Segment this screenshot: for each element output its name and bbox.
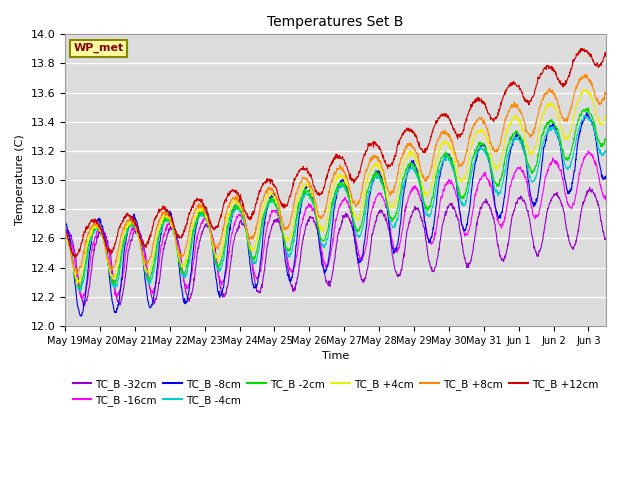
- TC_B -16cm: [61, 226, 69, 231]
- TC_B +4cm: [602, 112, 610, 118]
- TC_B -32cm: [312, 221, 320, 227]
- TC_B -4cm: [104, 252, 111, 258]
- TC_B -32cm: [104, 239, 111, 245]
- TC_B +8cm: [369, 156, 377, 162]
- TC_B -4cm: [602, 147, 610, 153]
- TC_B +8cm: [73, 271, 81, 277]
- X-axis label: Time: Time: [322, 351, 349, 361]
- TC_B +4cm: [104, 257, 111, 263]
- TC_B -16cm: [125, 235, 133, 241]
- TC_B -4cm: [369, 178, 377, 183]
- TC_B -4cm: [291, 231, 299, 237]
- TC_B +4cm: [291, 210, 299, 216]
- TC_B -32cm: [586, 185, 593, 191]
- Line: TC_B -32cm: TC_B -32cm: [65, 188, 606, 306]
- TC_B -16cm: [369, 205, 377, 211]
- TC_B -4cm: [125, 225, 133, 230]
- TC_B -32cm: [125, 245, 133, 251]
- Line: TC_B -2cm: TC_B -2cm: [65, 108, 606, 288]
- Text: WP_met: WP_met: [73, 43, 124, 53]
- TC_B -8cm: [312, 211, 320, 217]
- TC_B -2cm: [585, 105, 593, 111]
- Title: Temperatures Set B: Temperatures Set B: [268, 15, 404, 29]
- TC_B +8cm: [61, 228, 69, 234]
- TC_B -8cm: [77, 313, 84, 319]
- TC_B -8cm: [602, 173, 610, 179]
- TC_B +4cm: [73, 281, 81, 287]
- TC_B +12cm: [302, 166, 310, 172]
- TC_B -8cm: [125, 220, 133, 226]
- TC_B -4cm: [582, 112, 589, 118]
- Line: TC_B +4cm: TC_B +4cm: [65, 89, 606, 284]
- TC_B -32cm: [61, 231, 69, 237]
- TC_B -4cm: [76, 288, 83, 294]
- TC_B -16cm: [291, 264, 299, 269]
- TC_B +12cm: [125, 213, 133, 218]
- TC_B +4cm: [125, 218, 133, 224]
- TC_B -32cm: [369, 228, 377, 233]
- TC_B -32cm: [302, 222, 310, 228]
- TC_B +12cm: [61, 226, 69, 232]
- TC_B -8cm: [302, 185, 310, 191]
- Line: TC_B -16cm: TC_B -16cm: [65, 151, 606, 299]
- TC_B +8cm: [312, 200, 320, 206]
- TC_B +4cm: [302, 182, 310, 188]
- Line: TC_B +8cm: TC_B +8cm: [65, 75, 606, 274]
- TC_B -2cm: [369, 172, 377, 178]
- TC_B +8cm: [602, 90, 610, 96]
- TC_B +12cm: [291, 177, 299, 183]
- TC_B -8cm: [104, 253, 111, 259]
- TC_B +4cm: [61, 229, 69, 235]
- TC_B +4cm: [579, 86, 587, 92]
- TC_B -32cm: [81, 303, 88, 309]
- TC_B -16cm: [104, 241, 111, 247]
- TC_B -8cm: [583, 110, 591, 116]
- TC_B -4cm: [61, 229, 69, 235]
- TC_B +12cm: [312, 187, 320, 193]
- TC_B -8cm: [61, 221, 69, 227]
- TC_B +12cm: [104, 246, 111, 252]
- TC_B -16cm: [302, 204, 310, 210]
- TC_B -2cm: [602, 136, 610, 142]
- TC_B -2cm: [302, 189, 310, 195]
- TC_B -4cm: [312, 211, 320, 217]
- TC_B +8cm: [580, 72, 588, 78]
- TC_B +8cm: [291, 196, 299, 202]
- TC_B -32cm: [291, 288, 299, 293]
- TC_B +12cm: [369, 142, 377, 147]
- TC_B -16cm: [602, 197, 610, 203]
- TC_B +8cm: [302, 175, 310, 181]
- TC_B -32cm: [602, 236, 610, 241]
- TC_B +12cm: [602, 50, 610, 56]
- TC_B -16cm: [79, 296, 86, 301]
- TC_B -2cm: [104, 256, 111, 262]
- TC_B -16cm: [312, 214, 320, 219]
- TC_B -2cm: [125, 220, 133, 226]
- TC_B -2cm: [61, 230, 69, 236]
- TC_B +12cm: [72, 254, 79, 260]
- TC_B -4cm: [302, 190, 310, 196]
- Line: TC_B -8cm: TC_B -8cm: [65, 113, 606, 316]
- TC_B +4cm: [312, 205, 320, 211]
- TC_B -2cm: [291, 224, 299, 229]
- Line: TC_B -4cm: TC_B -4cm: [65, 115, 606, 291]
- TC_B +12cm: [577, 46, 584, 51]
- TC_B +8cm: [104, 254, 111, 260]
- TC_B -8cm: [291, 257, 299, 263]
- TC_B -16cm: [584, 148, 592, 154]
- TC_B +4cm: [369, 164, 377, 169]
- TC_B -2cm: [75, 286, 83, 291]
- TC_B -8cm: [369, 176, 377, 181]
- Y-axis label: Temperature (C): Temperature (C): [15, 135, 25, 226]
- TC_B -2cm: [312, 211, 320, 216]
- TC_B +8cm: [125, 216, 133, 222]
- Legend: TC_B -32cm, TC_B -16cm, TC_B -8cm, TC_B -4cm, TC_B -2cm, TC_B +4cm, TC_B +8cm, T: TC_B -32cm, TC_B -16cm, TC_B -8cm, TC_B …: [68, 375, 603, 410]
- Line: TC_B +12cm: TC_B +12cm: [65, 48, 606, 257]
